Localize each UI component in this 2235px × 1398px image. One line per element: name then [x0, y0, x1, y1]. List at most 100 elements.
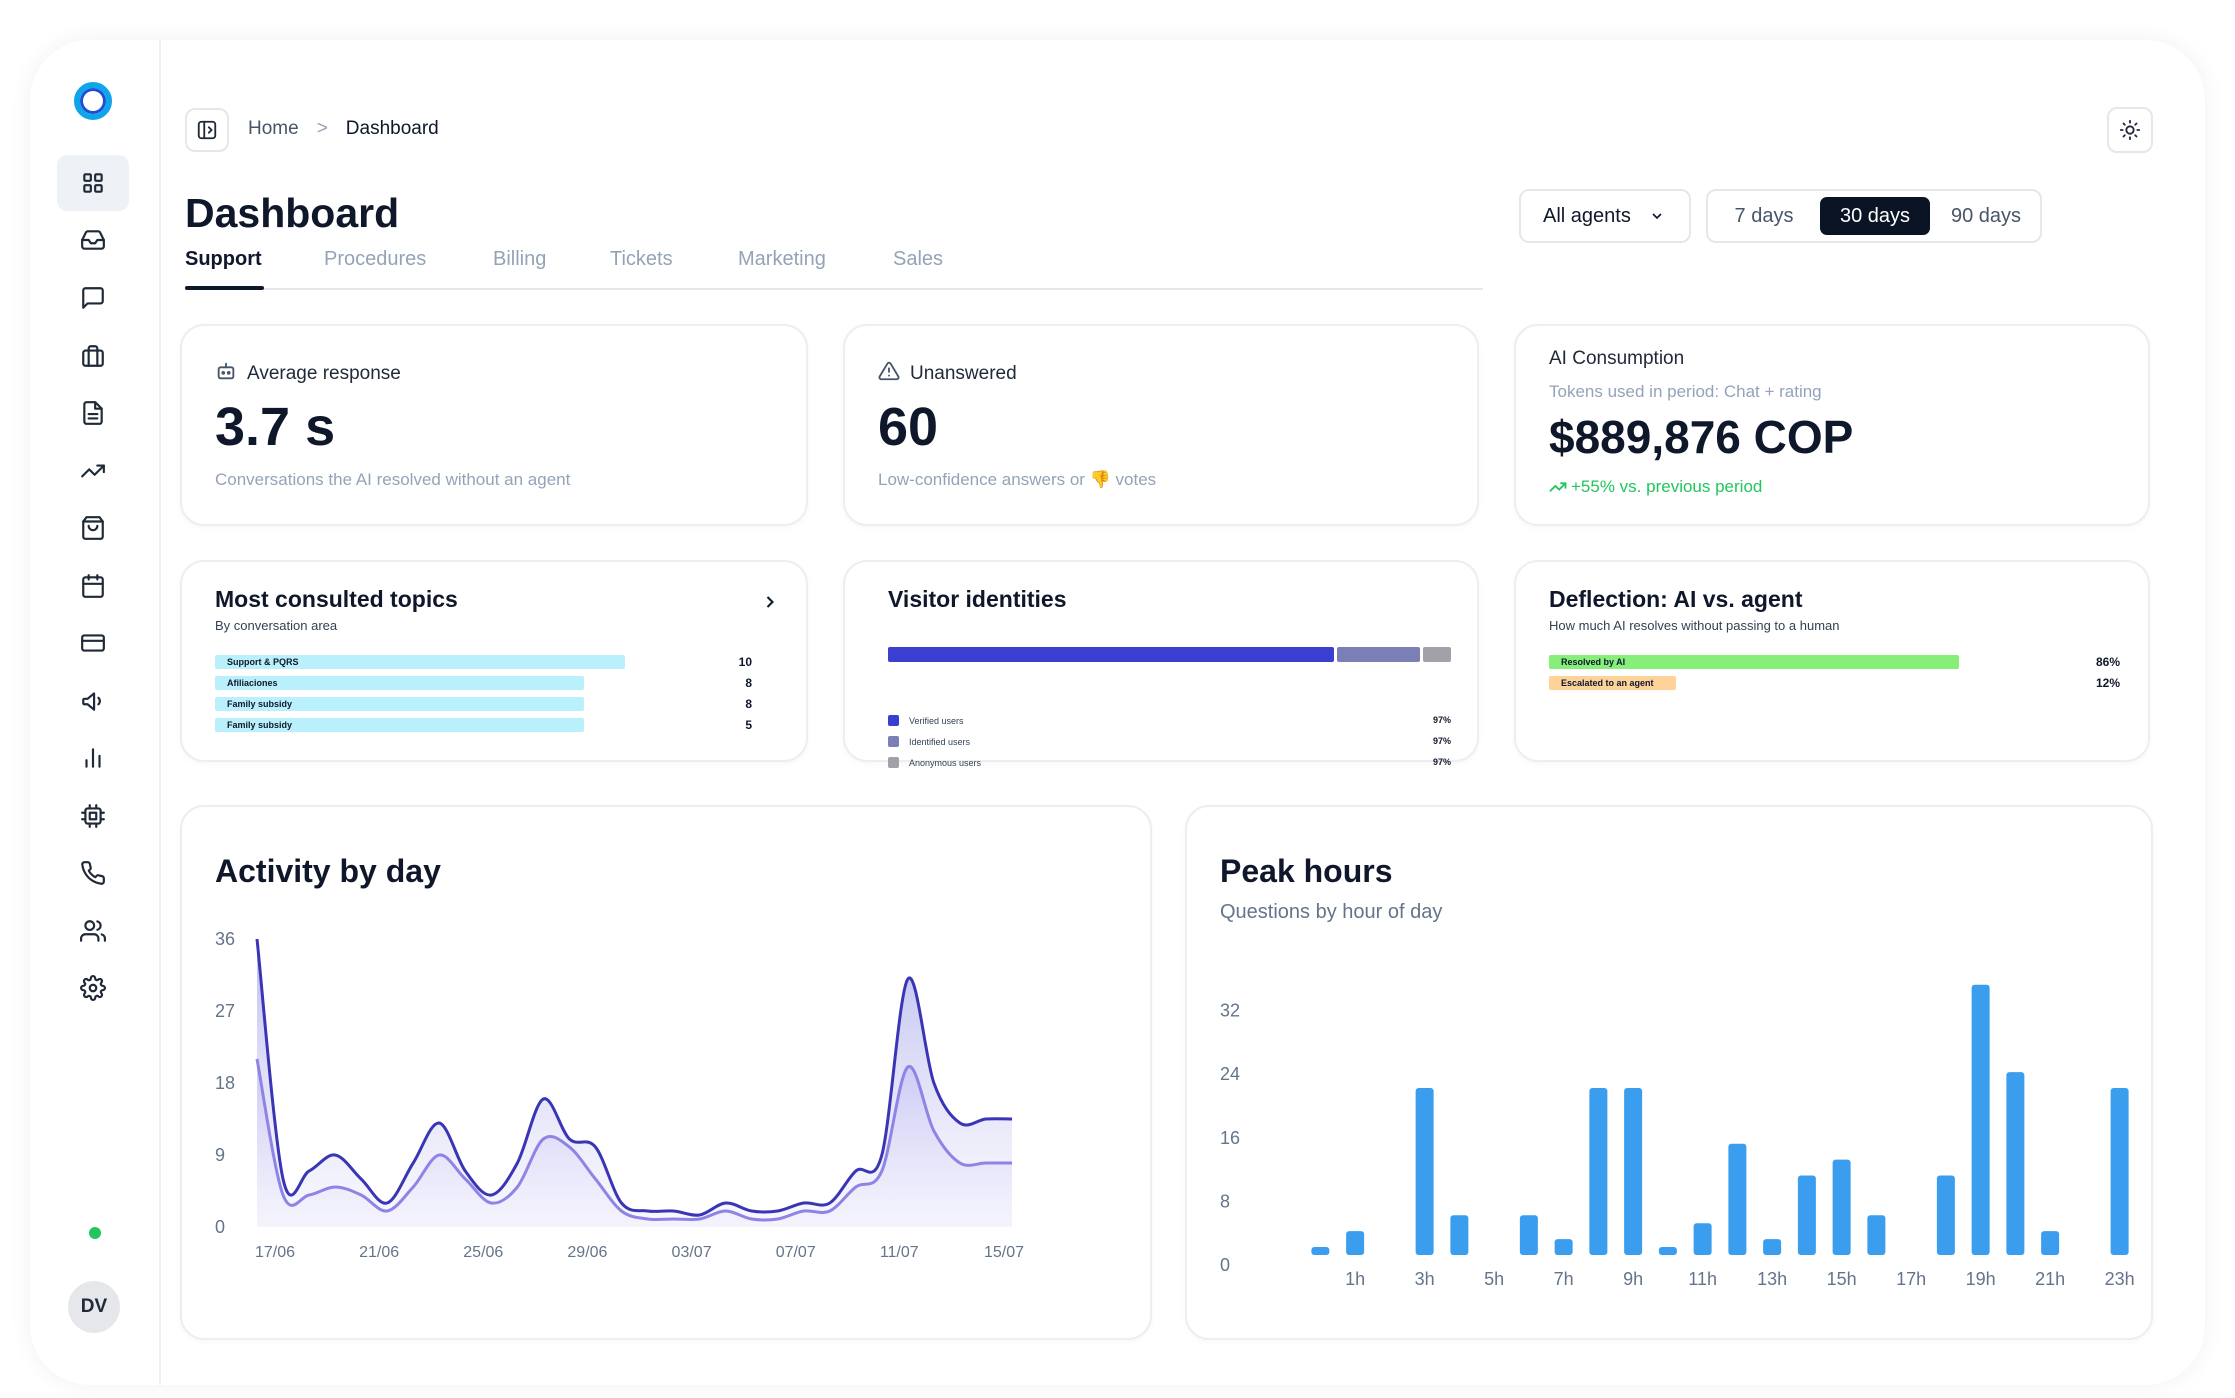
trending-icon	[81, 464, 105, 478]
unanswered-value: 60	[878, 397, 939, 457]
phone-icon	[81, 861, 105, 885]
topics-card[interactable]: Most consulted topics By conversation ar…	[180, 560, 808, 762]
users-icon	[80, 920, 106, 942]
visitor-legend-label: Identified users	[909, 736, 971, 747]
sidebar-item-calls[interactable]	[57, 845, 129, 901]
sidebar-item-ai[interactable]	[57, 788, 129, 844]
tab-tickets[interactable]: Tickets	[610, 248, 673, 270]
sidebar-item-shop[interactable]	[57, 500, 129, 556]
sidebar-item-chat[interactable]	[57, 270, 129, 326]
peak-x-tick: 17h	[1896, 1269, 1926, 1289]
date-range-selector: 7 days 30 days 90 days	[1706, 189, 2042, 243]
visitor-legend-value: 97%	[1432, 757, 1451, 767]
visitor-segment	[1336, 647, 1421, 662]
peak-title: Peak hours	[1220, 853, 1393, 889]
peak-bar	[1415, 1088, 1434, 1255]
peak-x-tick: 1h	[1345, 1269, 1365, 1289]
sidebar-item-dashboard[interactable]	[57, 155, 129, 211]
deflection-title: Deflection: AI vs. agent	[1549, 586, 1803, 612]
briefcase-icon	[82, 345, 104, 367]
sidebar-item-briefcase[interactable]	[57, 328, 129, 384]
breadcrumb: Home > Dashboard	[248, 118, 439, 140]
peak-bar	[1693, 1223, 1712, 1255]
sidebar-item-billing[interactable]	[57, 615, 129, 671]
sidebar-item-documents[interactable]	[57, 385, 129, 441]
peak-hours-card: Peak hours Questions by hour of day 0 8 16…	[1185, 805, 2153, 1340]
activity-line-primary	[255, 938, 1013, 1217]
peak-subtitle: Questions by hour of day	[1220, 901, 1443, 923]
peak-bar	[1589, 1088, 1608, 1255]
visitors-title: Visitor identities	[888, 586, 1067, 612]
sidebar-item-users[interactable]	[57, 903, 129, 959]
activity-title: Activity by day	[215, 853, 441, 889]
ai-consumption-card: AI Consumption Tokens used in period: Ch…	[1514, 324, 2150, 526]
breadcrumb-home-link[interactable]: Home	[248, 118, 299, 139]
sidebar-item-marketing[interactable]	[57, 673, 129, 729]
tab-support[interactable]: Support	[185, 248, 262, 270]
topic-bar-label: Family subsidy	[227, 699, 293, 709]
peak-x-tick: 9h	[1623, 1269, 1643, 1289]
breadcrumb-separator: >	[316, 118, 328, 139]
sidebar-item-inbox[interactable]	[57, 212, 129, 268]
peak-y-tick: 0	[1220, 1255, 1230, 1275]
peak-bar	[1658, 1247, 1677, 1255]
visitor-identities-card: Visitor identities Verified users 97% Iden…	[843, 560, 1479, 768]
peak-x-tick: 23h	[2105, 1269, 2135, 1289]
chat-icon	[82, 287, 104, 309]
activity-x-tick: 29/06	[567, 1244, 607, 1261]
unanswered-subtitle: Low-confidence answers or 👎 votes	[878, 470, 1157, 489]
tab-billing[interactable]: Billing	[493, 248, 547, 270]
activity-x-tick: 11/07	[880, 1244, 919, 1261]
visitor-legend-label: Verified users	[909, 715, 964, 726]
unanswered-card: Unanswered 60 Low-confidence answers or …	[843, 324, 1479, 526]
sidebar-item-calendar[interactable]	[57, 558, 129, 614]
tab-procedures[interactable]: Procedures	[324, 248, 427, 270]
range-90-days-button[interactable]: 90 days	[1950, 204, 2022, 227]
inbox-icon	[81, 230, 105, 250]
avatar[interactable]: DV	[68, 1281, 120, 1333]
peak-hours-bar-chart: 0 8 16 24 32 1h 3h 5h 7h 9h 11h 13h 15h 17h 19h 21h 23h	[1220, 984, 2135, 1289]
sidebar-item-settings[interactable]	[57, 960, 129, 1016]
range-7-days-button[interactable]: 7 days	[1734, 204, 1794, 227]
unanswered-label-row: Unanswered	[878, 360, 1017, 388]
peak-bar	[1867, 1215, 1886, 1255]
peak-bar	[1797, 1175, 1816, 1255]
topic-bar-value: 5	[745, 718, 752, 732]
peak-x-tick: 13h	[1757, 1269, 1787, 1289]
peak-bar	[1763, 1239, 1782, 1255]
tab-sales[interactable]: Sales	[893, 248, 944, 270]
chip-icon	[81, 804, 105, 828]
shopping-bag-icon	[82, 516, 104, 540]
deflection-bar-label: Escalated to an agent	[1561, 678, 1654, 688]
document-icon	[83, 401, 103, 425]
deflection-bar-row: Resolved by AI	[1549, 655, 1959, 669]
app-logo[interactable]	[74, 82, 112, 120]
activity-x-tick: 07/07	[776, 1244, 816, 1261]
activity-x-tick: 03/07	[672, 1244, 712, 1261]
peak-bar	[1624, 1088, 1643, 1255]
sidebar-item-trends[interactable]	[57, 443, 129, 499]
sidebar-item-reports[interactable]	[57, 730, 129, 786]
peak-bar	[1554, 1239, 1573, 1255]
topic-bar	[215, 718, 584, 732]
topic-bar-row: Family subsidy	[215, 697, 625, 711]
ai-consumption-change-text: +55% vs. previous period	[1571, 477, 1763, 496]
peak-bar	[2041, 1231, 2060, 1255]
tab-marketing[interactable]: Marketing	[738, 248, 826, 270]
avg-response-value: 3.7 s	[215, 397, 336, 457]
sidebar: DV	[30, 40, 161, 1385]
range-30-days-button[interactable]: 30 days	[1820, 197, 1930, 235]
agent-filter-select[interactable]: All agents	[1519, 189, 1691, 243]
chevron-right-icon[interactable]	[760, 592, 780, 612]
activity-x-tick: 17/06	[255, 1244, 295, 1261]
activity-area-secondary	[257, 1059, 1012, 1227]
app-window: DV Home > Dashboard Dashboard Support Pr…	[30, 40, 2205, 1385]
topic-bar-label: Support & PQRS	[227, 657, 299, 667]
deflection-bar-row: Escalated to an agent	[1549, 676, 1959, 690]
panel-toggle-icon	[197, 120, 217, 140]
ai-consumption-change: +55% vs. previous period	[1549, 477, 1762, 497]
sidebar-toggle-button[interactable]	[185, 108, 229, 152]
theme-toggle-button[interactable]	[2107, 107, 2153, 153]
peak-bar	[1971, 984, 1990, 1255]
trending-up-icon	[1549, 482, 1567, 492]
